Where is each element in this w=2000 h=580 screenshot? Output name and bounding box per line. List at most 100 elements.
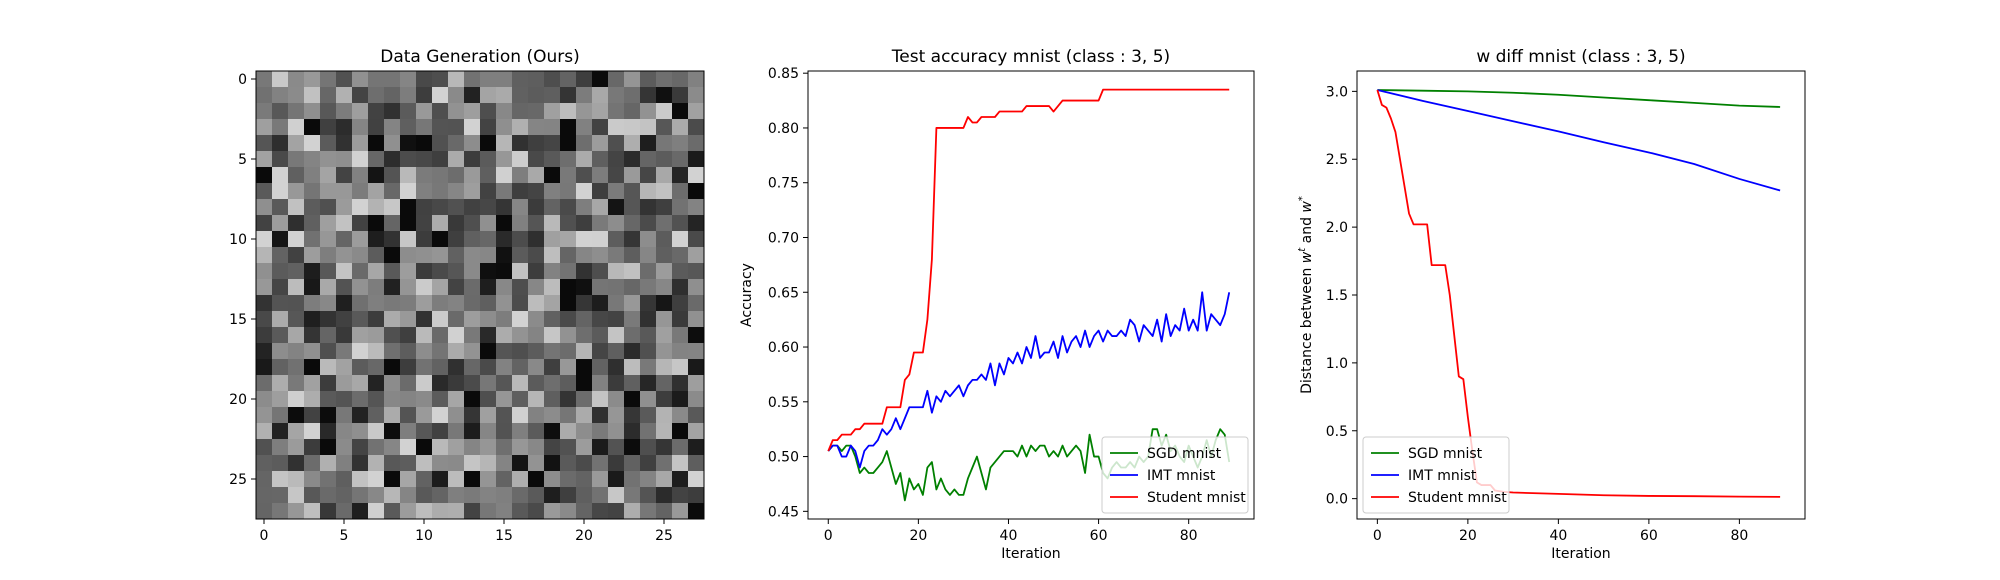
accuracy-ylabel: Accuracy: [739, 263, 755, 327]
heatmap-cell: [400, 311, 417, 328]
heatmap-cell: [432, 199, 449, 216]
heatmap-cell: [624, 183, 641, 200]
heatmap-cell: [512, 279, 529, 296]
heatmap-cell: [672, 471, 689, 488]
heatmap-cell: [656, 215, 673, 232]
heatmap-cell: [656, 487, 673, 504]
heatmap-cell: [352, 503, 369, 520]
heatmap-cell: [464, 215, 481, 232]
heatmap-cell: [432, 503, 449, 520]
heatmap-cell: [256, 151, 273, 168]
heatmap-cell: [288, 487, 305, 504]
heatmap-cell: [480, 279, 497, 296]
heatmap-cell: [624, 327, 641, 344]
heatmap-cell: [640, 487, 657, 504]
heatmap-cell: [576, 455, 593, 472]
accuracy-panel: Test accuracy mnist (class : 3, 5) 0 20 40…: [739, 47, 1255, 562]
heatmap-title: Data Generation (Ours): [380, 47, 580, 67]
accuracy-ytick-label: 0.45: [768, 504, 799, 520]
heatmap-cell: [528, 455, 545, 472]
heatmap-cell: [336, 167, 353, 184]
heatmap-cell: [256, 327, 273, 344]
heatmap-cell: [544, 343, 561, 360]
heatmap-cell: [272, 295, 289, 312]
heatmap-cell: [432, 151, 449, 168]
heatmap-cell: [336, 343, 353, 360]
heatmap-cell: [640, 183, 657, 200]
heatmap-cell: [272, 199, 289, 216]
heatmap-cell: [256, 135, 273, 152]
heatmap-cell: [400, 439, 417, 456]
accuracy-series-line: [827, 88, 1230, 452]
heatmap-cell: [672, 215, 689, 232]
heatmap-cell: [288, 311, 305, 328]
heatmap-cell: [512, 199, 529, 216]
heatmap-cell: [688, 423, 705, 440]
heatmap-cell: [448, 103, 465, 120]
wdiff-legend-label: SGD mnist: [1408, 446, 1483, 462]
heatmap-cell: [400, 199, 417, 216]
heatmap-cell: [352, 151, 369, 168]
heatmap-cell: [592, 503, 609, 520]
heatmap-cell: [528, 151, 545, 168]
accuracy-xlabel: Iteration: [1001, 546, 1060, 562]
heatmap-cell: [496, 391, 513, 408]
heatmap-cell: [432, 423, 449, 440]
heatmap-cell: [432, 455, 449, 472]
heatmap-cell: [320, 183, 337, 200]
wdiff-ylabel-w2-sup: *: [1297, 196, 1308, 201]
heatmap-cell: [368, 455, 385, 472]
heatmap-cell: [384, 455, 401, 472]
heatmap-cell: [304, 119, 321, 136]
heatmap-cell: [512, 119, 529, 136]
heatmap-cell: [480, 87, 497, 104]
heatmap-cell: [576, 343, 593, 360]
heatmap-cell: [256, 455, 273, 472]
heatmap-cell: [464, 375, 481, 392]
heatmap-cell: [544, 87, 561, 104]
accuracy-ytick-label: 0.80: [768, 121, 799, 137]
heatmap-cell: [688, 391, 705, 408]
heatmap-cell: [336, 231, 353, 248]
heatmap-cell: [288, 263, 305, 280]
accuracy-ytick-label: 0.50: [768, 450, 799, 466]
heatmap-cell: [480, 151, 497, 168]
heatmap-cell: [464, 343, 481, 360]
heatmap-cell: [400, 375, 417, 392]
heatmap-cell: [416, 455, 433, 472]
heatmap-cell: [416, 375, 433, 392]
heatmap-cell: [432, 375, 449, 392]
heatmap-cell: [560, 119, 577, 136]
heatmap-cell: [304, 343, 321, 360]
heatmap-cell: [416, 423, 433, 440]
heatmap-cell: [528, 231, 545, 248]
heatmap-cell: [592, 471, 609, 488]
heatmap-cell: [560, 407, 577, 424]
heatmap-cell: [688, 487, 705, 504]
heatmap-cell: [384, 71, 401, 88]
heatmap-cell: [528, 103, 545, 120]
heatmap-cell: [368, 439, 385, 456]
heatmap-cell: [256, 343, 273, 360]
heatmap-cell: [368, 423, 385, 440]
heatmap-cell: [560, 151, 577, 168]
heatmap-cell: [576, 215, 593, 232]
heatmap-cell: [576, 167, 593, 184]
heatmap-cell: [368, 279, 385, 296]
heatmap-cell: [432, 359, 449, 376]
heatmap-cell: [512, 471, 529, 488]
heatmap-cell: [368, 231, 385, 248]
heatmap-cell: [368, 135, 385, 152]
heatmap-cell: [304, 503, 321, 520]
heatmap-cell: [480, 103, 497, 120]
heatmap-cell: [368, 151, 385, 168]
heatmap-cell: [352, 135, 369, 152]
heatmap-cell: [496, 327, 513, 344]
heatmap-cell: [256, 359, 273, 376]
heatmap-cell: [480, 167, 497, 184]
heatmap-cell: [384, 231, 401, 248]
heatmap-cell: [256, 183, 273, 200]
heatmap-cell: [256, 247, 273, 264]
heatmap-cell: [624, 487, 641, 504]
